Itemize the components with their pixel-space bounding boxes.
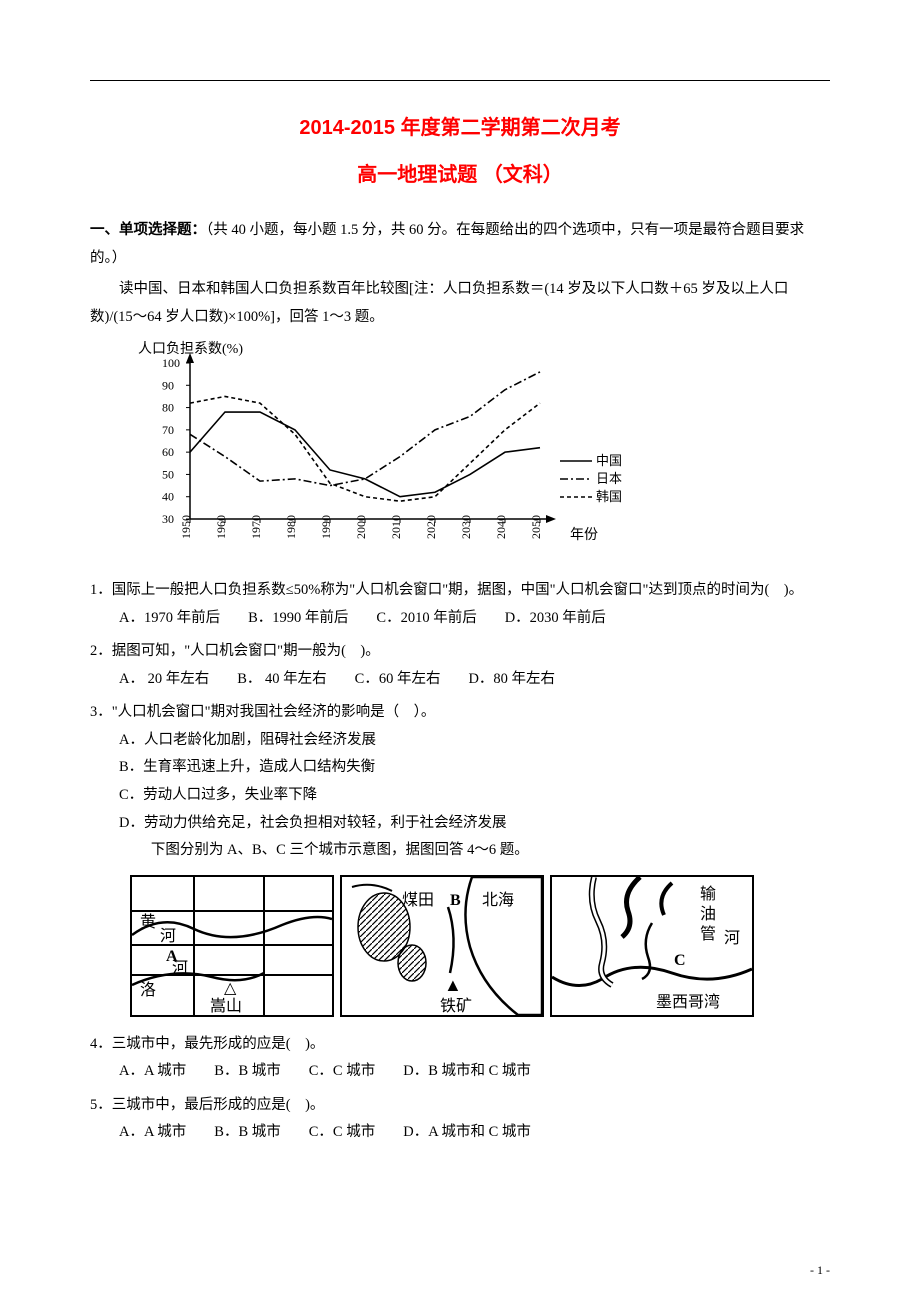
option: C．C 城市 bbox=[309, 1119, 375, 1147]
option: B．生育率迅速上升，造成人口结构失衡 bbox=[119, 754, 830, 782]
option: A．1970 年前后 bbox=[119, 605, 220, 633]
svg-text:油: 油 bbox=[700, 905, 716, 923]
svg-text:△: △ bbox=[224, 980, 237, 997]
map-c: 输 油 管 河 C 墨西哥湾 bbox=[550, 875, 754, 1017]
svg-text:30: 30 bbox=[162, 512, 174, 526]
doc-title-1: 2014-2015 年度第二学期第二次月考 bbox=[90, 111, 830, 140]
options: A．1970 年前后 B．1990 年前后 C．2010 年前后 D．2030 年前后 bbox=[119, 605, 830, 633]
question: 5．三城市中，最后形成的应是( )。 bbox=[90, 1092, 830, 1120]
svg-text:管: 管 bbox=[700, 925, 716, 943]
passage-1: 读中国、日本和韩国人口负担系数百年比较图[注：人口负担系数＝(14 岁及以下人口… bbox=[90, 276, 830, 331]
option: C．劳动人口过多，失业率下降 bbox=[119, 782, 830, 810]
question: 2．据图可知，"人口机会窗口"期一般为( )。 bbox=[90, 638, 830, 666]
chart-xlabel: 年份 bbox=[570, 527, 598, 543]
body: 一、单项选择题：（共 40 小题，每小题 1.5 分，共 60 分。在每题给出的… bbox=[90, 217, 830, 1147]
svg-text:北海: 北海 bbox=[482, 891, 514, 909]
svg-text:煤田: 煤田 bbox=[402, 891, 434, 909]
city-maps: 黄 河 A 洛 河 △ 嵩山 煤田 B 北海 ▲ 铁矿 bbox=[130, 875, 830, 1017]
svg-text:60: 60 bbox=[162, 445, 174, 459]
option: C．C 城市 bbox=[309, 1058, 375, 1086]
question: 3．"人口机会窗口"期对我国社会经济的影响是（ ）。 bbox=[90, 699, 830, 727]
option: D．2030 年前后 bbox=[505, 605, 606, 633]
option: A． 20 年左右 bbox=[119, 666, 209, 694]
option: A．A 城市 bbox=[119, 1058, 186, 1086]
option: D．B 城市和 C 城市 bbox=[403, 1058, 531, 1086]
options: A．人口老龄化加剧，阻碍社会经济发展B．生育率迅速上升，造成人口结构失衡C．劳动… bbox=[119, 727, 830, 837]
section-1-heading: 一、单项选择题：（共 40 小题，每小题 1.5 分，共 60 分。在每题给出的… bbox=[90, 217, 830, 272]
svg-text:铁矿: 铁矿 bbox=[440, 997, 472, 1015]
option: A．人口老龄化加剧，阻碍社会经济发展 bbox=[119, 727, 830, 755]
svg-text:B: B bbox=[450, 892, 461, 909]
option: A．A 城市 bbox=[119, 1119, 186, 1147]
svg-text:100: 100 bbox=[162, 356, 180, 370]
question-tail: 下图分别为 A、B、C 三个城市示意图，据图回答 4～6 题。 bbox=[151, 837, 830, 865]
svg-text:C: C bbox=[674, 952, 686, 969]
option: B．1990 年前后 bbox=[248, 605, 348, 633]
svg-text:80: 80 bbox=[162, 401, 174, 415]
options: A． 20 年左右 B． 40 年左右 C．60 年左右 D．80 年左右 bbox=[119, 666, 830, 694]
question: 4．三城市中，最先形成的应是( )。 bbox=[90, 1031, 830, 1059]
option: D．劳动力供给充足，社会负担相对较轻，利于社会经济发展 bbox=[119, 810, 830, 838]
options: A．A 城市 B．B 城市 C．C 城市 D．B 城市和 C 城市 bbox=[119, 1058, 830, 1086]
svg-text:▲: ▲ bbox=[444, 975, 462, 995]
option: B． 40 年左右 bbox=[237, 666, 326, 694]
option: C．60 年左右 bbox=[355, 666, 441, 694]
option: B．B 城市 bbox=[214, 1119, 280, 1147]
svg-text:70: 70 bbox=[162, 423, 174, 437]
chart-title: 人口负担系数(%) bbox=[138, 341, 243, 357]
legend-jp: 日本 bbox=[596, 471, 622, 486]
svg-text:河: 河 bbox=[724, 929, 740, 947]
options: A．A 城市 B．B 城市 C．C 城市 D．A 城市和 C 城市 bbox=[119, 1119, 830, 1147]
svg-text:洛: 洛 bbox=[140, 981, 156, 999]
svg-text:墨西哥湾: 墨西哥湾 bbox=[656, 993, 720, 1011]
svg-text:河: 河 bbox=[160, 927, 176, 945]
option: D．80 年左右 bbox=[468, 666, 555, 694]
option: C．2010 年前后 bbox=[376, 605, 476, 633]
top-rule bbox=[90, 80, 830, 81]
svg-text:50: 50 bbox=[162, 468, 174, 482]
svg-text:输: 输 bbox=[700, 885, 716, 903]
map-b: 煤田 B 北海 ▲ 铁矿 bbox=[340, 875, 544, 1017]
legend-cn: 中国 bbox=[596, 453, 622, 468]
question: 1．国际上一般把人口负担系数≤50%称为"人口机会窗口"期，据图，中国"人口机会… bbox=[90, 577, 830, 605]
legend-kr: 韩国 bbox=[596, 489, 622, 504]
doc-title-2: 高一地理试题 （文科） bbox=[90, 158, 830, 187]
page-container: 2014-2015 年度第二学期第二次月考 高一地理试题 （文科） 一、单项选择… bbox=[0, 0, 920, 1302]
option: B．B 城市 bbox=[214, 1058, 280, 1086]
svg-text:黄: 黄 bbox=[140, 913, 156, 931]
map-a: 黄 河 A 洛 河 △ 嵩山 bbox=[130, 875, 334, 1017]
svg-text:90: 90 bbox=[162, 378, 174, 392]
svg-text:嵩山: 嵩山 bbox=[210, 997, 242, 1015]
population-chart: 人口负担系数(%) 30405060708090100 195019601970… bbox=[130, 339, 830, 569]
svg-text:河: 河 bbox=[172, 959, 188, 977]
option: D．A 城市和 C 城市 bbox=[403, 1119, 531, 1147]
section-label: 一、单项选择题： bbox=[90, 222, 206, 238]
page-number: - 1 - bbox=[810, 1263, 830, 1278]
svg-text:40: 40 bbox=[162, 490, 174, 504]
